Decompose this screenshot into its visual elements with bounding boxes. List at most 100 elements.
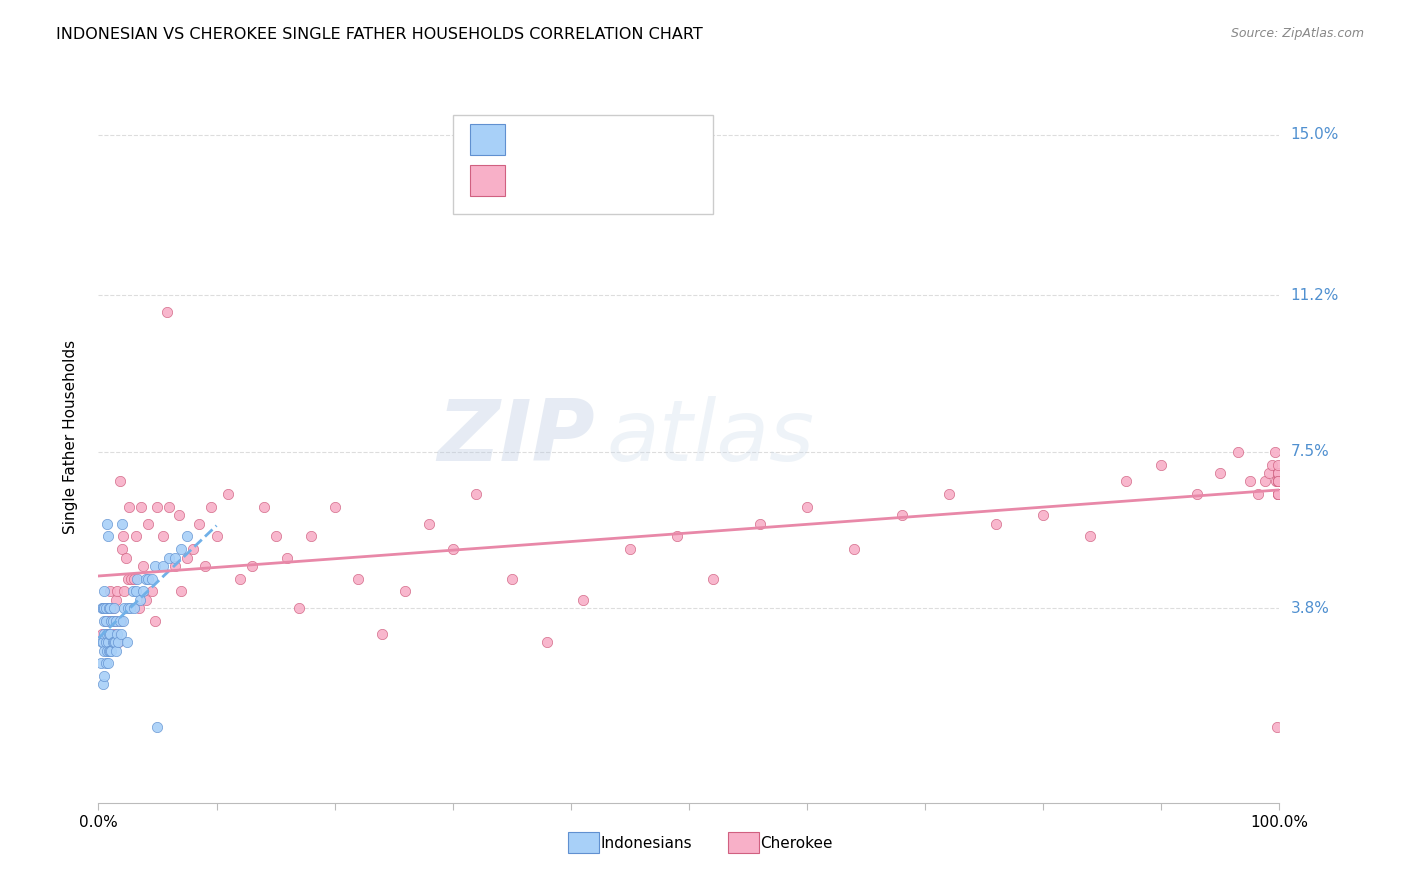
Text: Indonesians: Indonesians: [600, 836, 692, 851]
Point: [136, 516, 159, 531]
Point: [111, 542, 134, 557]
Point: [93, 635, 115, 649]
Point: [143, 614, 166, 628]
Point: [98, 601, 121, 615]
Point: [101, 614, 124, 628]
FancyBboxPatch shape: [471, 124, 505, 154]
Point: [115, 635, 138, 649]
Point: [108, 614, 131, 628]
Point: [93, 669, 115, 683]
Point: [176, 550, 198, 565]
Point: [129, 500, 152, 514]
Point: [1267, 487, 1289, 501]
Point: [371, 626, 394, 640]
Point: [1267, 458, 1289, 472]
Point: [91, 677, 114, 691]
Point: [1239, 475, 1261, 489]
Point: [394, 584, 416, 599]
Point: [1267, 475, 1289, 489]
Point: [105, 643, 128, 657]
Point: [91, 635, 114, 649]
Point: [1267, 475, 1289, 489]
Point: [170, 584, 193, 599]
Point: [98, 635, 121, 649]
Point: [1257, 466, 1279, 480]
Point: [1267, 487, 1289, 501]
Point: [97, 601, 120, 615]
Point: [125, 584, 148, 599]
Point: [94, 614, 117, 628]
Point: [96, 626, 118, 640]
Point: [146, 720, 169, 734]
Point: [288, 601, 311, 615]
Point: [100, 614, 122, 628]
Point: [98, 643, 121, 657]
Point: [264, 529, 287, 543]
Point: [1032, 508, 1054, 523]
Point: [125, 529, 148, 543]
Point: [571, 592, 593, 607]
Point: [200, 500, 222, 514]
Text: N =  63: N = 63: [606, 132, 665, 147]
Point: [1267, 487, 1289, 501]
Point: [121, 584, 143, 599]
Point: [441, 542, 464, 557]
Point: [122, 572, 145, 586]
Point: [1150, 458, 1173, 472]
Text: INDONESIAN VS CHEROKEE SINGLE FATHER HOUSEHOLDS CORRELATION CHART: INDONESIAN VS CHEROKEE SINGLE FATHER HOU…: [56, 27, 703, 42]
Point: [93, 601, 115, 615]
Point: [120, 601, 142, 615]
Point: [105, 614, 128, 628]
Point: [128, 592, 150, 607]
Point: [121, 572, 143, 586]
Point: [170, 542, 193, 557]
Point: [110, 626, 132, 640]
Point: [104, 614, 127, 628]
Text: R = 0.257: R = 0.257: [512, 173, 588, 188]
Point: [94, 601, 117, 615]
Point: [111, 516, 134, 531]
Point: [101, 635, 124, 649]
Point: [103, 635, 125, 649]
Text: Source: ZipAtlas.com: Source: ZipAtlas.com: [1230, 27, 1364, 40]
Point: [938, 487, 960, 501]
Point: [91, 626, 114, 640]
Point: [132, 584, 155, 599]
FancyBboxPatch shape: [568, 832, 599, 854]
Point: [152, 559, 174, 574]
Point: [141, 572, 163, 586]
Point: [176, 529, 198, 543]
Point: [194, 559, 217, 574]
Point: [98, 601, 121, 615]
Point: [1254, 475, 1277, 489]
Text: ZIP: ZIP: [437, 395, 595, 479]
Point: [93, 584, 115, 599]
Point: [100, 635, 122, 649]
Text: 7.5%: 7.5%: [1291, 444, 1329, 459]
Point: [157, 550, 180, 565]
Point: [141, 584, 163, 599]
Point: [217, 487, 239, 501]
Text: 15.0%: 15.0%: [1291, 128, 1339, 143]
Point: [135, 572, 157, 586]
Text: atlas: atlas: [606, 395, 814, 479]
Point: [1247, 487, 1270, 501]
Text: 11.2%: 11.2%: [1291, 288, 1339, 303]
Point: [112, 529, 135, 543]
Point: [465, 487, 488, 501]
Point: [96, 516, 118, 531]
Point: [890, 508, 912, 523]
Point: [1261, 458, 1284, 472]
Point: [1080, 529, 1102, 543]
Point: [1265, 720, 1288, 734]
Point: [1267, 475, 1289, 489]
Point: [136, 572, 159, 586]
Point: [165, 550, 187, 565]
Point: [1209, 466, 1232, 480]
Point: [1185, 487, 1208, 501]
Point: [103, 626, 125, 640]
Point: [105, 592, 128, 607]
Point: [117, 601, 139, 615]
Point: [187, 516, 209, 531]
Point: [98, 626, 121, 640]
